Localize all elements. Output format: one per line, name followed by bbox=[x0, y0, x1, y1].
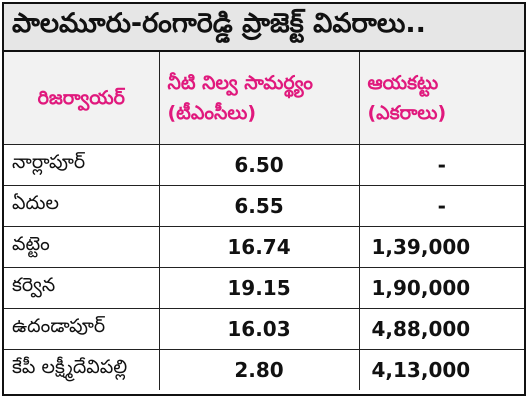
reservoir-name: నార్లాపూర్ bbox=[4, 144, 160, 186]
table-row: నార్లాపూర్ 6.50 - bbox=[4, 144, 524, 186]
table-row: వట్టెం 16.74 1,39,000 bbox=[4, 225, 524, 268]
header-ayacut: ఆయకట్టు (ఎకరాలు) bbox=[358, 52, 524, 145]
capacity-value: 16.03 bbox=[158, 307, 360, 350]
page-title: పాలమూరు-రంగారెడ్డి ప్రాజెక్ట్ వివరాలు.. bbox=[4, 4, 524, 52]
header-ayacut-label: ఆయకట్టు bbox=[367, 71, 439, 94]
ayacut-value: 4,13,000 bbox=[358, 348, 524, 390]
ayacut-value: 4,88,000 bbox=[358, 307, 524, 350]
reservoir-name: కేపీ లక్ష్మీదేవిపల్లి bbox=[4, 348, 160, 390]
header-ayacut-unit: (ఎకరాలు) bbox=[367, 101, 447, 124]
capacity-value: 19.15 bbox=[158, 266, 360, 309]
capacity-value: 2.80 bbox=[158, 348, 360, 390]
header-capacity-unit: (టీఎంసీలు) bbox=[167, 101, 257, 124]
reservoir-name: కర్వెన bbox=[4, 266, 160, 309]
capacity-value: 16.74 bbox=[158, 225, 360, 268]
header-capacity: నీటి నిల్వ సామర్థ్యం (టీఎంసీలు) bbox=[158, 52, 360, 145]
reservoir-name: ఉదండాపూర్ bbox=[4, 307, 160, 350]
table-row: కేపీ లక్ష్మీదేవిపల్లి 2.80 4,13,000 bbox=[4, 348, 524, 390]
ayacut-value: 1,39,000 bbox=[358, 225, 524, 268]
header-reservoir-label: రిజర్వాయర్ bbox=[37, 86, 125, 109]
capacity-value: 6.50 bbox=[158, 144, 360, 186]
ayacut-value: 1,90,000 bbox=[358, 266, 524, 309]
ayacut-value: - bbox=[358, 184, 524, 227]
project-details-table: రిజర్వాయర్ నీటి నిల్వ సామర్థ్యం (టీఎంసీల… bbox=[4, 52, 524, 390]
reservoir-name: ఏదుల bbox=[4, 184, 160, 227]
table-row: ఉదండాపూర్ 16.03 4,88,000 bbox=[4, 307, 524, 350]
capacity-value: 6.55 bbox=[158, 184, 360, 227]
table-header-row: రిజర్వాయర్ నీటి నిల్వ సామర్థ్యం (టీఎంసీల… bbox=[4, 52, 524, 145]
infographic-frame: పాలమూరు-రంగారెడ్డి ప్రాజెక్ట్ వివరాలు.. … bbox=[2, 2, 526, 396]
ayacut-value: - bbox=[358, 144, 524, 186]
table-row: కర్వెన 19.15 1,90,000 bbox=[4, 266, 524, 309]
table-row: ఏదుల 6.55 - bbox=[4, 184, 524, 227]
header-reservoir: రిజర్వాయర్ bbox=[4, 52, 160, 145]
reservoir-name: వట్టెం bbox=[4, 225, 160, 268]
header-capacity-label: నీటి నిల్వ సామర్థ్యం bbox=[167, 71, 313, 94]
